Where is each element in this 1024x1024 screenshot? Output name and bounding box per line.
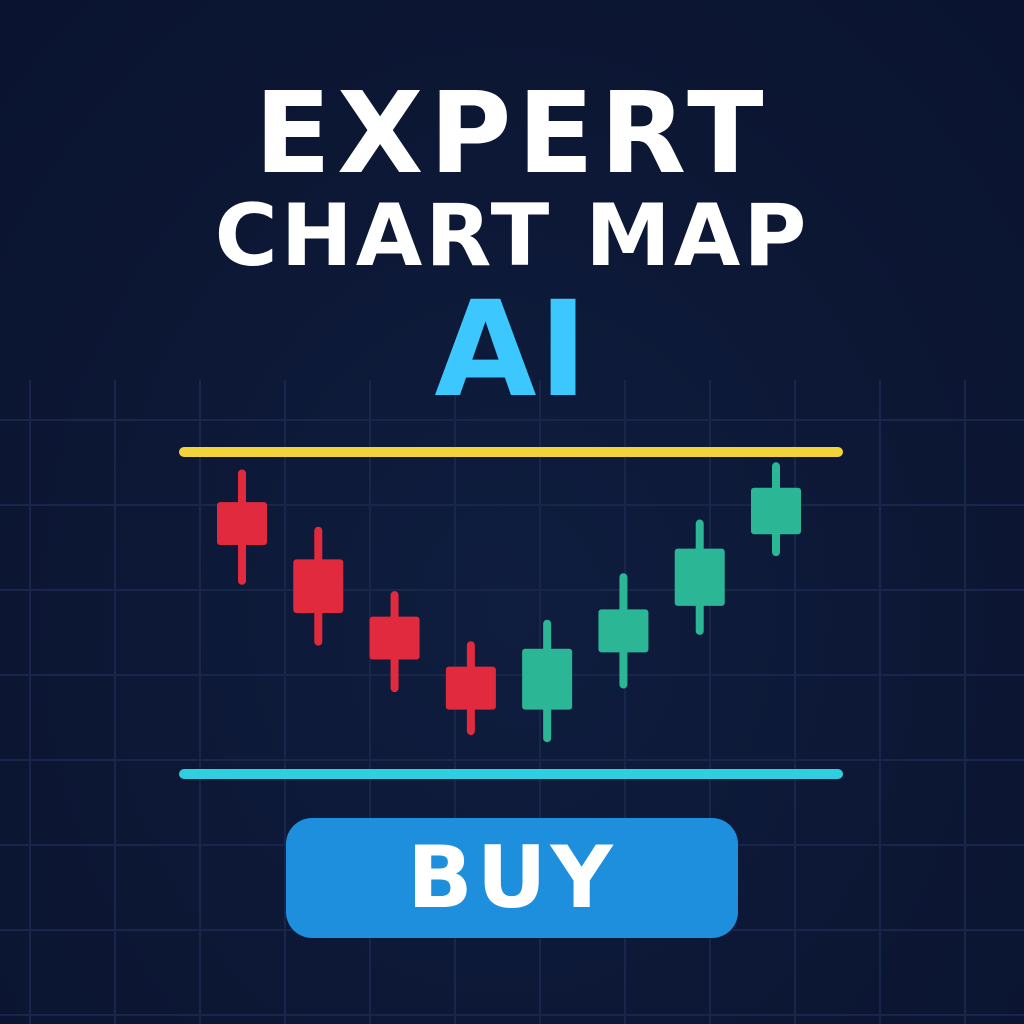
candle-up (751, 462, 801, 557)
candle-down (445, 641, 496, 736)
candle-body (369, 616, 420, 660)
candle-down (217, 469, 267, 585)
candle-body (217, 502, 267, 546)
candle-body (751, 487, 801, 535)
candle-down (369, 591, 420, 693)
candle-body (445, 666, 496, 710)
title-line-chart-map: CHART MAP (214, 186, 810, 286)
buy-button[interactable]: BUY (286, 818, 738, 938)
candle-body (522, 648, 573, 710)
candles-group (217, 462, 801, 743)
title-line-ai: AI (434, 273, 590, 427)
title-line-expert: EXPERT (254, 69, 770, 199)
candle-body (598, 609, 649, 653)
candle-body (293, 559, 344, 613)
candle-up (674, 519, 725, 635)
candle-body (674, 548, 725, 606)
candle-up (522, 619, 573, 743)
candle-down (293, 526, 344, 646)
candle-up (598, 573, 649, 689)
